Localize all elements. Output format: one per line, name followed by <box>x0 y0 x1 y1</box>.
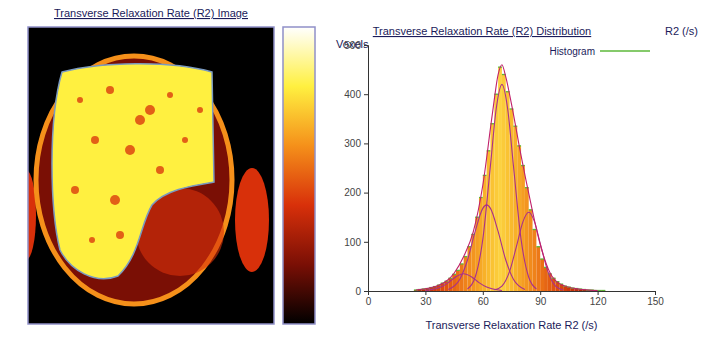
legend-swatch <box>600 50 650 52</box>
histogram-bar <box>598 290 602 291</box>
liver-vessel <box>182 137 188 143</box>
liver-vessel <box>156 166 164 174</box>
liver-vessel <box>91 136 99 144</box>
tick-label: 90 <box>535 296 547 307</box>
histogram-bar <box>513 126 517 291</box>
tick-mark <box>364 45 368 46</box>
tick-label: 60 <box>478 296 490 307</box>
histogram-bar <box>498 67 502 291</box>
tick-mark <box>364 291 368 292</box>
tick-label: 300 <box>344 138 361 149</box>
tick-label: 150 <box>647 296 664 307</box>
liver-vessel <box>125 145 135 155</box>
x-axis-title: Transverse Relaxation Rate R2 (/s) <box>426 319 598 331</box>
tick-mark <box>364 242 368 243</box>
tick: 60 <box>478 291 490 307</box>
tick: 200 <box>344 187 368 198</box>
histogram-bars <box>414 67 605 291</box>
tick-label: 120 <box>590 296 607 307</box>
liver-vessel <box>71 186 79 194</box>
histogram-bar <box>601 290 605 291</box>
histogram-chart: Transverse Relaxation Rate (R2) Distribu… <box>336 25 698 331</box>
tick-label: 400 <box>344 89 361 100</box>
tick: 300 <box>344 138 368 149</box>
tick-mark <box>598 291 599 295</box>
mri-image <box>28 27 274 324</box>
liver-vessel <box>145 105 155 115</box>
tick-label: 100 <box>344 237 361 248</box>
histogram-bar <box>536 247 540 291</box>
fit-curve <box>416 65 598 291</box>
histogram-outline <box>601 290 605 291</box>
axis-line <box>369 292 656 296</box>
tick: 100 <box>344 237 368 248</box>
body <box>36 56 232 304</box>
histogram-outline <box>536 246 540 247</box>
histogram-bar <box>540 259 544 291</box>
image-frame <box>28 27 274 324</box>
tick-mark <box>655 291 656 295</box>
fit-curve <box>425 274 502 291</box>
tick-label: 30 <box>420 296 432 307</box>
tick: 0 <box>366 291 372 307</box>
legend: Histogram <box>549 46 650 57</box>
fit-curve <box>448 205 525 290</box>
tick-label: 200 <box>344 187 361 198</box>
tick-mark <box>483 291 484 295</box>
tick-label: 500 <box>344 40 361 51</box>
tick: 0 <box>355 286 368 297</box>
liver-vessel <box>89 237 95 243</box>
tick-mark <box>364 94 368 95</box>
color-bar <box>283 27 315 324</box>
image-background <box>28 27 274 324</box>
histogram-outline <box>540 258 544 259</box>
tick-label: 0 <box>366 296 372 307</box>
liver-vessel <box>106 86 114 94</box>
tick: 30 <box>420 291 432 307</box>
liver-vessel <box>197 107 203 113</box>
tick: 400 <box>344 89 368 100</box>
annotation: R2 (/s) <box>665 25 698 37</box>
tick: 120 <box>590 291 607 307</box>
tick: 90 <box>535 291 547 307</box>
tick-mark <box>364 193 368 194</box>
tick: 150 <box>647 291 664 307</box>
tick: 500 <box>344 40 368 51</box>
liver-vessel <box>167 92 173 98</box>
histogram-bar <box>521 166 525 291</box>
histogram-outline <box>598 290 602 291</box>
liver-vessel <box>116 231 124 239</box>
histogram-bar <box>533 230 537 292</box>
panel-title: Transverse Relaxation Rate (R2) Image <box>54 7 248 19</box>
image-panel: Transverse Relaxation Rate (R2) Image <box>16 7 315 324</box>
tick-label: 0 <box>355 286 361 297</box>
liver <box>52 64 214 279</box>
y-axis-title: Voxels <box>336 38 369 50</box>
right-arm <box>235 168 269 272</box>
y-axis: 0 100 200 300 400 500 <box>344 40 368 297</box>
fit-curve <box>467 84 536 289</box>
x-axis: 0 30 60 90 120 150 <box>366 291 665 307</box>
axis-line <box>364 46 369 292</box>
legend-label: Histogram <box>549 46 595 57</box>
liver-vessel <box>77 97 83 103</box>
histogram-outline <box>533 229 537 230</box>
tick-mark <box>364 143 368 144</box>
liver-vessel <box>135 115 145 125</box>
tick-mark <box>540 291 541 295</box>
page: Transverse Relaxation Rate (R2) Image Tra… <box>0 0 706 352</box>
tick-mark <box>425 291 426 295</box>
chart-title: Transverse Relaxation Rate (R2) Distribu… <box>373 25 591 37</box>
liver-vessel <box>110 195 120 205</box>
plot-marks <box>414 65 605 291</box>
